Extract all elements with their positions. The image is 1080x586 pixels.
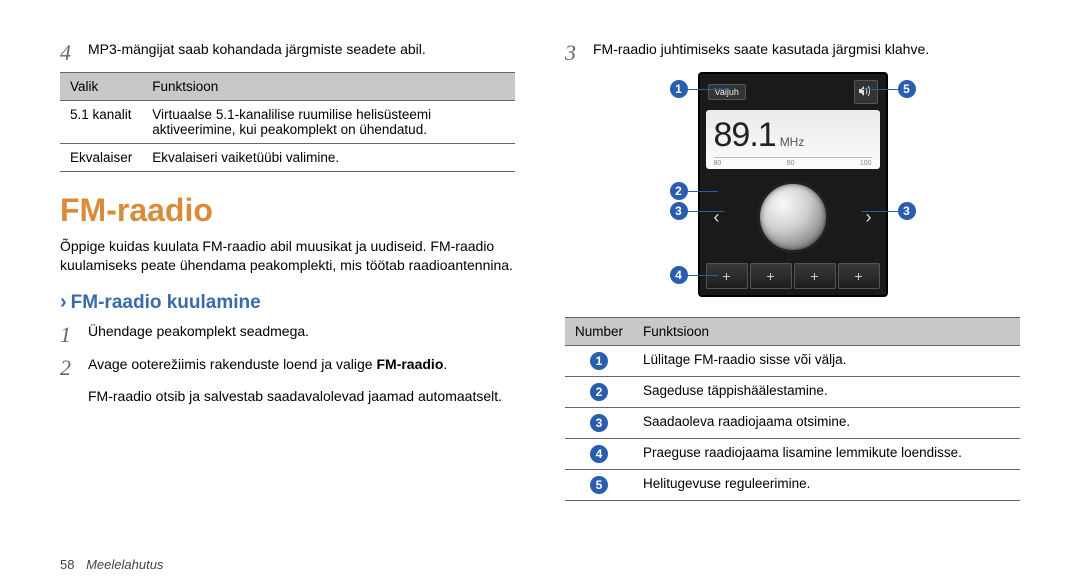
preset-button[interactable]: +: [794, 263, 836, 289]
badge-icon: 1: [670, 80, 688, 98]
badge-icon: 2: [590, 383, 608, 401]
table-cell: Saadaoleva raadiojaama otsimine.: [633, 408, 1020, 439]
step-number: 4: [60, 40, 88, 66]
step-2-followup: FM-raadio otsib ja salvestab saadavalole…: [88, 387, 515, 406]
callout-1: 1: [670, 80, 730, 98]
step-text-c: .: [443, 356, 447, 372]
footer-section: Meelelahutus: [86, 557, 163, 572]
table-cell: Ekvalaiser: [60, 144, 142, 172]
table-row: 1 Lülitage FM-raadio sisse või välja.: [565, 346, 1020, 377]
frequency-unit: MHz: [780, 135, 805, 149]
table-cell: 3: [565, 408, 633, 439]
radio-device: 1 5 2 3 3 4 Valjuh 89.1MHz 80 90 100: [698, 72, 888, 297]
badge-icon: 5: [898, 80, 916, 98]
badge-icon: 1: [590, 352, 608, 370]
preset-button[interactable]: +: [750, 263, 792, 289]
table-header: Valik: [60, 73, 142, 101]
table-cell: 4: [565, 439, 633, 470]
radio-top-bar: Valjuh: [704, 78, 882, 106]
table-row: 3 Saadaoleva raadiojaama otsimine.: [565, 408, 1020, 439]
step-4: 4 MP3-mängijat saab kohandada järgmiste …: [60, 40, 515, 66]
page-footer: 58 Meelelahutus: [60, 557, 163, 572]
settings-table: Valik Funktsioon 5.1 kanalit Virtuaalse …: [60, 72, 515, 172]
radio-illustration: 1 5 2 3 3 4 Valjuh 89.1 MHz 80 90 100: [565, 72, 1020, 297]
scale-tick: 80: [714, 160, 722, 167]
badge-icon: 4: [670, 266, 688, 284]
badge-icon: 3: [670, 202, 688, 220]
table-row: 2 Sageduse täppishäälestamine.: [565, 377, 1020, 408]
callout-3-left: 3: [670, 202, 724, 220]
callout-3-right: 3: [862, 202, 916, 220]
section-title: FM-raadio: [60, 192, 515, 229]
step-text: MP3-mängijat saab kohandada järgmiste se…: [88, 40, 426, 59]
table-cell: Virtuaalse 5.1-kanalilise ruumilise heli…: [142, 101, 515, 144]
table-cell: Helitugevuse reguleerimine.: [633, 470, 1020, 501]
badge-icon: 3: [898, 202, 916, 220]
callout-5: 5: [862, 80, 916, 98]
controls-table: Number Funktsioon 1 Lülitage FM-raadio s…: [565, 317, 1020, 501]
callout-2: 2: [670, 182, 718, 200]
step-number: 1: [60, 322, 88, 348]
frequency-panel: 89.1 MHz 80 90 100: [706, 110, 880, 169]
step-text: Avage ooterežiimis rakenduste loend ja v…: [88, 355, 447, 374]
table-row: 4 Praeguse raadiojaama lisamine lemmikut…: [565, 439, 1020, 470]
table-row: Ekvalaiser Ekvalaiseri vaiketüübi valimi…: [60, 144, 515, 172]
frequency-scale: 80 90 100: [714, 157, 872, 167]
table-cell: Ekvalaiseri vaiketüübi valimine.: [142, 144, 515, 172]
preset-row: + + + +: [704, 261, 882, 291]
callout-4: 4: [670, 266, 718, 284]
table-cell: 5.1 kanalit: [60, 101, 142, 144]
step-2: 2 Avage ooterežiimis rakenduste loend ja…: [60, 355, 515, 381]
left-column: 4 MP3-mängijat saab kohandada järgmiste …: [60, 40, 515, 566]
subsection-label: FM-raadio kuulamine: [71, 292, 261, 313]
section-body: Õppige kuidas kuulata FM-raadio abil muu…: [60, 237, 515, 275]
step-text-a: Avage ooterežiimis rakenduste loend ja v…: [88, 356, 376, 372]
table-cell: 5: [565, 470, 633, 501]
table-cell: 2: [565, 377, 633, 408]
frequency-value: 89.1: [714, 116, 776, 154]
step-number: 2: [60, 355, 88, 381]
page-number: 58: [60, 557, 74, 572]
badge-icon: 3: [590, 414, 608, 432]
preset-button[interactable]: +: [838, 263, 880, 289]
step-1: 1 Ühendage peakomplekt seadmega.: [60, 322, 515, 348]
table-header: Funktsioon: [142, 73, 515, 101]
table-cell: Lülitage FM-raadio sisse või välja.: [633, 346, 1020, 377]
table-row: 5 Helitugevuse reguleerimine.: [565, 470, 1020, 501]
table-row: 5.1 kanalit Virtuaalse 5.1-kanalilise ru…: [60, 101, 515, 144]
right-column: 3 FM-raadio juhtimiseks saate kasutada j…: [565, 40, 1020, 566]
step-text: FM-raadio juhtimiseks saate kasutada jär…: [593, 40, 929, 59]
table-cell: Sageduse täppishäälestamine.: [633, 377, 1020, 408]
chevron-icon: ›: [60, 291, 67, 313]
frequency-readout: 89.1 MHz: [714, 116, 872, 155]
step-3: 3 FM-raadio juhtimiseks saate kasutada j…: [565, 40, 1020, 66]
subsection-title: ›FM-raadio kuulamine: [60, 291, 515, 314]
table-header: Funktsioon: [633, 318, 1020, 346]
step-number: 3: [565, 40, 593, 66]
badge-icon: 2: [670, 182, 688, 200]
tuning-row: ‹ ›: [704, 173, 882, 261]
table-cell: Praeguse raadiojaama lisamine lemmikute …: [633, 439, 1020, 470]
table-header: Number: [565, 318, 633, 346]
table-cell: 1: [565, 346, 633, 377]
scale-tick: 90: [787, 160, 795, 167]
step-text: Ühendage peakomplekt seadmega.: [88, 322, 309, 341]
badge-icon: 4: [590, 445, 608, 463]
scale-tick: 100: [860, 160, 872, 167]
tuning-dial[interactable]: [757, 181, 829, 253]
step-text-bold: FM-raadio: [376, 356, 443, 372]
badge-icon: 5: [590, 476, 608, 494]
